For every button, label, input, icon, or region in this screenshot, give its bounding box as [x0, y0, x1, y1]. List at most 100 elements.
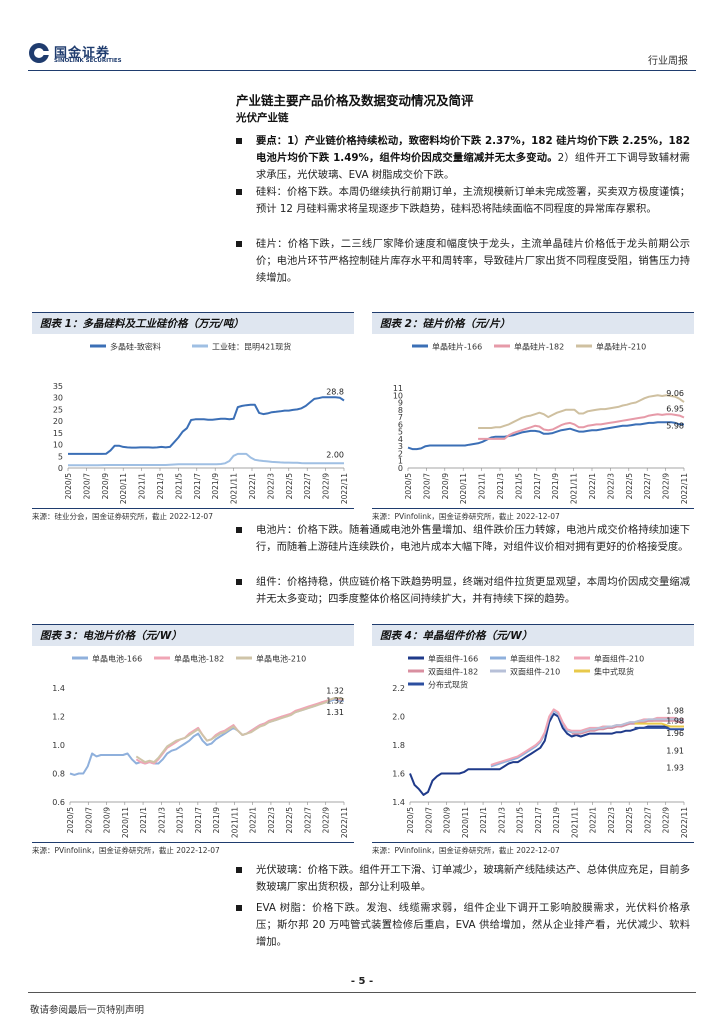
figure-divider: [32, 842, 354, 843]
x-tick-label: 2021/5: [176, 807, 185, 834]
figure-divider: [372, 508, 694, 509]
x-tick-label: 2020/7: [82, 473, 91, 500]
x-tick-label: 2022/11: [680, 807, 689, 838]
page-header: 国金证券 SINOLINK SECURITIES 行业周报: [0, 0, 724, 72]
legend-label: 单面组件-182: [510, 654, 560, 664]
x-tick-label: 2020/5: [404, 473, 413, 500]
figure-2-title: 图表 2：硅片价格（元/片）: [372, 312, 694, 334]
footer-disclaimer: 敬请参阅最后一页特别声明: [30, 1002, 144, 1016]
bullet-square-icon: [236, 527, 242, 533]
data-label: 9.06: [666, 389, 684, 398]
bullet-glass: 光伏玻璃：价格下跌。组件开工下滑、订单减少，玻璃新产线陆续达产、总体供应充足，目…: [236, 862, 690, 896]
x-tick-label: 2021/7: [533, 473, 542, 500]
x-tick-label: 2021/1: [478, 473, 487, 500]
y-tick-label: 1.4: [52, 684, 65, 693]
legend-label: 单晶硅片-210: [596, 342, 646, 352]
bullet-square-icon: [236, 241, 242, 247]
x-tick-label: 2022/5: [285, 473, 294, 500]
data-label: 1.31: [326, 708, 344, 717]
bullet-text: 组件：价格持稳，供应链价格下跌趋势明显，终端对组件拉货更显观望，本周均价因成交量…: [256, 574, 690, 608]
legend-label: 单面组件-210: [594, 654, 644, 664]
x-tick-label: 2022/9: [322, 807, 331, 834]
x-tick-label: 2021/9: [211, 473, 220, 500]
y-tick-label: 20: [53, 417, 63, 426]
logo-english-name: SINOLINK SECURITIES: [54, 58, 122, 64]
legend-label: 工业硅：昆明421现货: [212, 342, 291, 352]
x-tick-label: 2021/7: [534, 807, 543, 834]
x-tick-label: 2021/5: [174, 473, 183, 500]
footer-divider: [28, 992, 696, 993]
y-tick-label: 10: [53, 441, 63, 450]
x-tick-label: 2020/5: [66, 807, 75, 834]
x-tick-label: 2020/7: [422, 473, 431, 500]
x-tick-label: 2021/9: [552, 807, 561, 834]
x-tick-label: 2021/5: [514, 473, 523, 500]
data-label: 1.98: [666, 716, 684, 725]
x-tick-label: 2022/3: [606, 473, 615, 500]
x-tick-label: 2022/11: [680, 473, 689, 504]
bullet-text: EVA 树脂：价格下跌。发泡、线缆需求弱，组件企业下调开工影响胶膜需求，光伏料价…: [256, 900, 690, 951]
figure-4-title: 图表 4：单晶组件价格（元/W）: [372, 624, 694, 646]
y-tick-label: 25: [53, 405, 63, 414]
y-tick-label: 1.2: [52, 713, 65, 722]
bullet-square-icon: [236, 138, 242, 144]
x-tick-label: 2020/11: [461, 807, 470, 838]
y-tick-label: 1.0: [52, 741, 65, 750]
y-tick-label: 15: [53, 429, 63, 438]
x-tick-label: 2020/11: [459, 473, 468, 504]
x-tick-label: 2021/1: [139, 807, 148, 834]
y-tick-label: 35: [53, 382, 63, 391]
x-tick-label: 2021/9: [212, 807, 221, 834]
legend-label: 双面组件-182: [428, 667, 478, 677]
legend-label: 单面组件-166: [428, 654, 478, 664]
x-tick-label: 2022/9: [322, 473, 331, 500]
x-tick-label: 2022/1: [248, 473, 257, 500]
figure-4: 图表 4：单晶组件价格（元/W） 单面组件-166 单面组件-182 单面组件-21…: [372, 624, 694, 856]
x-tick-label: 2020/9: [441, 473, 450, 500]
y-tick-label: 0: [58, 464, 63, 473]
legend-label: 多晶硅-致密料: [110, 342, 161, 352]
figure-3-title: 图表 3：电池片价格（元/W）: [32, 624, 354, 646]
y-tick-label: 1.4: [392, 798, 405, 807]
x-tick-label: 2021/5: [516, 807, 525, 834]
figure-1-source: 来源：硅业分会，国金证券研究所，截止 2022-12-07: [32, 511, 213, 522]
figure-4-chart: 单面组件-166 单面组件-182 单面组件-210 双面组件-182 双面组件-210…: [372, 648, 694, 840]
x-tick-label: 2021/7: [193, 473, 202, 500]
series-line: [408, 422, 684, 449]
header-divider: [28, 70, 696, 71]
y-tick-label: 11: [393, 384, 403, 393]
x-tick-label: 2020/5: [64, 473, 73, 500]
bullet-wafer: 硅片：价格下跌，二三线厂家降价速度和幅度快于龙头，主流单晶硅片价格低于龙头前期公…: [236, 236, 690, 287]
figure-3-source: 来源：PVinfolink，国金证券研究所，截止 2022-12-07: [32, 845, 220, 856]
x-tick-label: 2022/5: [625, 807, 634, 834]
figure-4-source: 来源：PVinfolink，国金证券研究所，截止 2022-12-07: [372, 845, 560, 856]
data-label: 1.98: [666, 706, 684, 715]
x-tick-label: 2021/9: [551, 473, 560, 500]
series-line: [68, 454, 344, 465]
y-tick-label: 2.2: [392, 684, 405, 693]
data-label: 1.32: [326, 686, 344, 695]
bullet-text: 硅片：价格下跌，二三线厂家降价速度和幅度快于龙头，主流单晶硅片价格低于龙头前期公…: [256, 236, 690, 287]
bullet-module: 组件：价格持稳，供应链价格下跌趋势明显，终端对组件拉货更显观望，本周均价因成交量…: [236, 574, 690, 608]
x-tick-label: 2022/1: [249, 807, 258, 834]
data-label: 28.8: [326, 388, 344, 397]
bullet-square-icon: [236, 189, 242, 195]
sinolink-logo-icon: [28, 42, 50, 64]
data-label: 6.95: [666, 404, 684, 413]
data-label: 1.91: [666, 746, 684, 755]
x-tick-label: 2021/3: [497, 807, 506, 834]
sinolink-logo: 国金证券 SINOLINK SECURITIES: [28, 42, 138, 66]
data-label: 2.00: [326, 450, 344, 459]
x-tick-label: 2020/11: [121, 807, 130, 838]
subsection-title: 光伏产业链: [236, 110, 289, 125]
bullet-polysilicon: 硅料：价格下跌。本周仍继续执行前期订单，主流规模新订单未完成签署，买卖双方极度谨…: [236, 184, 690, 218]
x-tick-label: 2022/3: [266, 473, 275, 500]
figure-2: 图表 2：硅片价格（元/片） 单晶硅片-166 单晶硅片-182 单晶硅片-210 0…: [372, 312, 694, 517]
series-line: [68, 397, 344, 454]
x-tick-label: 2022/11: [340, 473, 349, 504]
bullet-square-icon: [236, 867, 242, 873]
x-tick-label: 2022/1: [588, 473, 597, 500]
x-tick-label: 2021/11: [230, 473, 239, 504]
data-label: 5.98: [666, 422, 684, 431]
